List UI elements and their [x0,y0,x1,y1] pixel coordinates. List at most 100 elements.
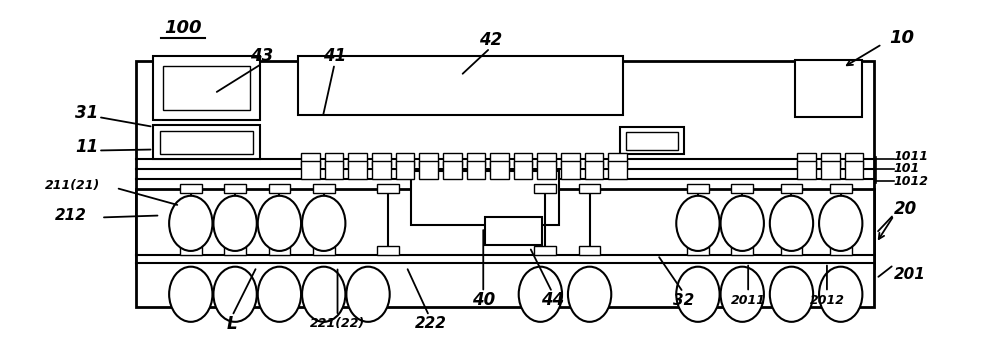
Bar [561,161,580,179]
Bar [153,125,260,159]
Text: 2012: 2012 [809,294,844,306]
Text: 222: 222 [415,316,447,331]
Bar [731,184,753,193]
Text: 44: 44 [541,291,564,309]
Bar [579,246,600,255]
Ellipse shape [519,267,562,322]
Text: 201: 201 [894,267,926,282]
Bar [514,161,532,179]
Bar [687,246,709,255]
Ellipse shape [346,267,390,322]
Bar [411,171,559,225]
Ellipse shape [568,267,611,322]
Bar [372,161,391,179]
Bar [797,161,816,179]
Bar [781,246,802,255]
Bar [348,154,367,166]
Text: L: L [227,315,237,333]
Bar [585,154,603,166]
Ellipse shape [258,267,301,322]
Bar [348,161,367,179]
Ellipse shape [721,267,764,322]
Text: 11: 11 [75,138,98,155]
Ellipse shape [213,267,257,322]
Bar [269,184,290,193]
Bar [136,189,874,307]
Ellipse shape [213,196,257,251]
Bar [561,154,580,166]
Bar [830,184,852,193]
Ellipse shape [169,267,212,322]
Bar [490,154,509,166]
Ellipse shape [721,196,764,251]
Bar [534,184,556,193]
Bar [626,132,678,150]
Bar [534,246,556,255]
Bar [821,154,840,166]
Ellipse shape [819,196,862,251]
Bar [163,66,250,110]
Bar [485,217,542,245]
Text: 212: 212 [55,208,87,223]
Bar [620,127,684,154]
Bar [845,154,863,166]
Bar [224,184,246,193]
Bar [269,246,290,255]
Bar [180,246,202,255]
Text: 211(21): 211(21) [45,179,100,193]
Bar [136,61,874,268]
Bar [845,161,863,179]
Bar [608,154,627,166]
Bar [377,184,399,193]
Bar [797,154,816,166]
Text: 41: 41 [323,47,346,65]
Bar [579,184,600,193]
Bar [821,161,840,179]
Text: 221(22): 221(22) [310,317,365,330]
Bar [372,154,391,166]
Text: 20: 20 [894,199,917,218]
Bar [377,246,399,255]
Ellipse shape [302,196,345,251]
Bar [313,184,335,193]
Text: 101: 101 [894,162,920,175]
Bar [830,246,852,255]
Bar [180,184,202,193]
Bar [301,161,320,179]
Bar [301,154,320,166]
Ellipse shape [258,196,301,251]
Bar [224,246,246,255]
Bar [795,60,862,117]
Bar [537,154,556,166]
Ellipse shape [770,196,813,251]
Text: 100: 100 [164,19,202,37]
Bar [396,161,414,179]
Bar [443,161,462,179]
Ellipse shape [169,196,212,251]
Text: 1011: 1011 [894,150,929,163]
Ellipse shape [770,267,813,322]
Bar [514,154,532,166]
Bar [419,154,438,166]
Bar [781,184,802,193]
Ellipse shape [676,196,720,251]
Text: 42: 42 [479,31,502,49]
Bar [153,56,260,120]
Bar [490,161,509,179]
Bar [325,161,343,179]
Bar [313,246,335,255]
Bar [443,154,462,166]
Bar [585,161,603,179]
Bar [160,131,253,154]
Bar [537,161,556,179]
Text: 10: 10 [889,29,914,47]
Bar [419,161,438,179]
Ellipse shape [819,267,862,322]
Bar [467,161,485,179]
Bar [325,154,343,166]
Bar [396,154,414,166]
Text: 40: 40 [472,291,495,309]
Bar [687,184,709,193]
Ellipse shape [302,267,345,322]
Text: 43: 43 [250,47,273,65]
